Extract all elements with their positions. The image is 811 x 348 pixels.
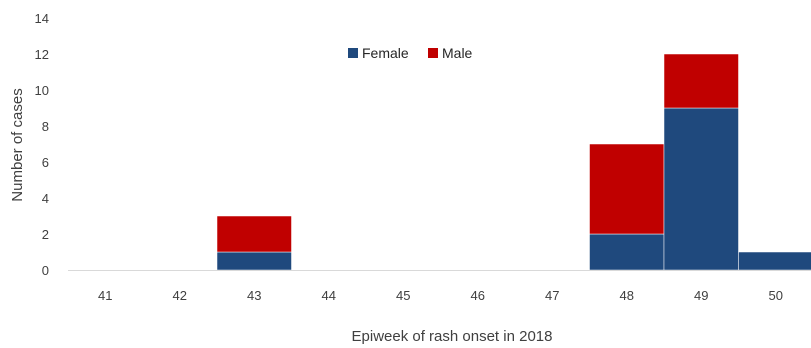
y-axis-ticks: 0 2 4 6 8 10 12 14 — [35, 11, 49, 278]
x-tick-label: 50 — [769, 288, 783, 303]
bar-female-50 — [738, 251, 811, 271]
x-tick-label: 47 — [545, 288, 559, 303]
bar-male-49 — [663, 53, 739, 109]
x-tick-label: 48 — [620, 288, 634, 303]
x-tick-label: 41 — [98, 288, 112, 303]
x-tick-label: 49 — [694, 288, 708, 303]
legend: Female Male — [348, 45, 473, 61]
y-axis-title: Number of cases — [9, 88, 26, 201]
legend-swatch-female — [348, 48, 358, 58]
x-tick-label: 44 — [322, 288, 336, 303]
y-tick-label: 8 — [42, 119, 49, 134]
bars — [216, 53, 811, 271]
y-tick-label: 4 — [42, 191, 49, 206]
y-tick-label: 0 — [42, 263, 49, 278]
x-axis-ticks: 41 42 43 44 45 46 47 48 49 50 — [98, 288, 783, 303]
x-tick-label: 45 — [396, 288, 410, 303]
y-tick-label: 10 — [35, 83, 49, 98]
y-tick-label: 2 — [42, 227, 49, 242]
bar-male-48 — [589, 143, 665, 235]
x-tick-label: 43 — [247, 288, 261, 303]
bar-female-49 — [663, 107, 739, 271]
x-tick-label: 46 — [471, 288, 485, 303]
y-tick-label: 12 — [35, 47, 49, 62]
bar-female-48 — [589, 233, 665, 271]
y-tick-label: 6 — [42, 155, 49, 170]
x-axis-title: Epiweek of rash onset in 2018 — [352, 328, 553, 345]
legend-label-female: Female — [362, 45, 409, 61]
bar-male-43 — [216, 215, 292, 253]
legend-label-male: Male — [442, 45, 473, 61]
y-tick-label: 14 — [35, 11, 49, 26]
legend-swatch-male — [428, 48, 438, 58]
bar-female-43 — [216, 251, 292, 271]
x-tick-label: 42 — [173, 288, 187, 303]
